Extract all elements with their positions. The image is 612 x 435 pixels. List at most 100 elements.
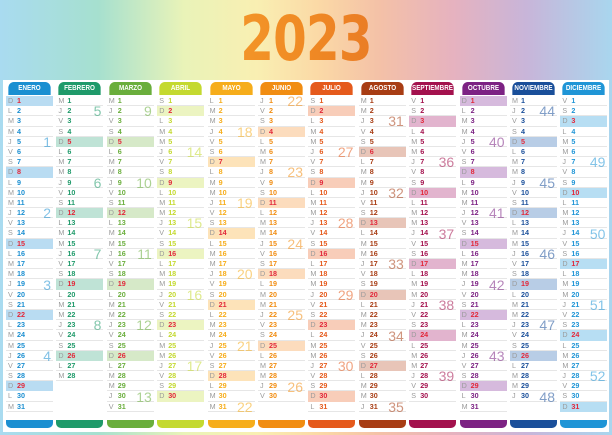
day-number: 11 [470,197,479,207]
weekday-letter: M [209,330,216,340]
day-row: J 23 [106,320,154,331]
week-number: 11 [137,246,152,262]
day-row: L 24 [308,330,356,341]
day-number: 6 [117,146,122,156]
weekday-letter: M [512,299,518,309]
day-list: S 1 D 2 L 3 M 4 M 5 J 6 V 7 S 8 D 9 L 10 M 11 M 12 J 13 V 14 S 15 D 16 L… [308,96,356,412]
day-row: M 10 [6,188,53,198]
weekday-letter: S [58,197,64,207]
week-number: 49 [589,154,606,171]
day-number: 21 [168,299,177,309]
day-row: V 13 [6,218,53,229]
weekday-letter: V [562,381,568,391]
day-row: S 18 [106,269,154,280]
weekday-letter: V [411,381,416,391]
weekday-letter: L [310,187,315,197]
day-row: M 30 [358,391,406,402]
day-number: 3 [319,116,324,126]
weekday-letter: M [411,279,418,289]
day-row: M 10 [459,188,507,198]
day-number: 18 [470,269,479,279]
weekday-letter: M [512,167,518,177]
weekday-letter: S [562,320,568,330]
weekday-letter: S [310,96,316,105]
day-row: S 23 [560,320,608,331]
day-row: S 20 [207,290,255,300]
weekday-letter: S [461,228,467,238]
day-row: M 22 [106,310,154,321]
day-number: 7 [218,157,223,167]
day-number: 21 [117,299,126,309]
weekday-letter: M [8,197,14,207]
day-number: 22 [67,309,76,319]
day-row: S 24 [258,330,305,341]
month-footer-bar [207,420,255,428]
day-row: L 16 [6,249,53,259]
month-header: MARZO [109,82,152,95]
weekday-letter: V [159,299,164,309]
weekday-letter: J [260,309,264,319]
day-list: M 1 M 2 J 3 V 4 S 5 D 6 L 7 M 8 M 9 J 10 V 11 S 12 D 13 L 14 M 15 M 16 J… [358,96,406,414]
day-row: D 10 [409,187,457,198]
day-row: L 17 [157,259,205,270]
weekday-letter: S [562,391,568,401]
day-row: L 13 [106,218,154,229]
day-row: L 20 [510,290,557,300]
day-row: V 19 [207,279,255,290]
weekday-letter: V [8,146,13,156]
day-row: L 27 [510,361,557,372]
day-row: D 29 [459,381,507,392]
day-row: S 16 [560,249,608,259]
day-number: 25 [470,340,479,350]
day-row: M 11 [157,198,205,209]
weekday-letter: D [159,391,165,401]
week-number: 8 [93,317,102,334]
day-number: 2 [369,106,374,116]
day-number: 15 [168,238,177,248]
day-number: 18 [319,269,328,279]
day-row: M 23 [358,320,406,331]
month-julio: JULIO S 1 D 2 L 3 M 4 M 5 J 6 V 7 S 8 D 9 L 10 M 11 M 12 J 13 V 14 S 1… [308,82,356,428]
day-row: M 14 [106,228,154,239]
day-row: M 21 [56,300,104,310]
day-number: 9 [117,177,122,187]
day-number: 29 [117,381,126,391]
day-number: 27 [168,360,177,370]
weekday-letter: S [8,371,13,381]
day-number: 28 [17,371,25,381]
week-number: 23 [287,164,303,181]
day-number: 23 [369,320,378,330]
day-row: V 15 [560,239,608,249]
weekday-letter: M [108,157,115,167]
day-number: 21 [521,299,529,309]
week-number: 38 [438,297,455,313]
weekday-letter: D [8,309,14,319]
day-number: 17 [67,259,76,268]
week-number: 6 [93,174,102,191]
weekday-letter: M [512,228,518,238]
day-row: M 22 [56,309,104,321]
weekday-letter: M [108,96,115,105]
day-number: 13 [521,218,529,228]
month-footer-bar [56,420,104,428]
weekday-letter: L [209,167,214,177]
day-row: M 14 [56,228,104,239]
day-row: M 21 [258,300,305,310]
day-number: 23 [521,320,529,330]
day-row: M 14 [510,228,557,239]
day-row: M 12 [409,208,457,219]
day-number: 25 [521,340,529,350]
weekday-letter: J [108,177,113,187]
day-number: 4 [269,126,273,136]
day-row: L 10 [157,188,205,198]
